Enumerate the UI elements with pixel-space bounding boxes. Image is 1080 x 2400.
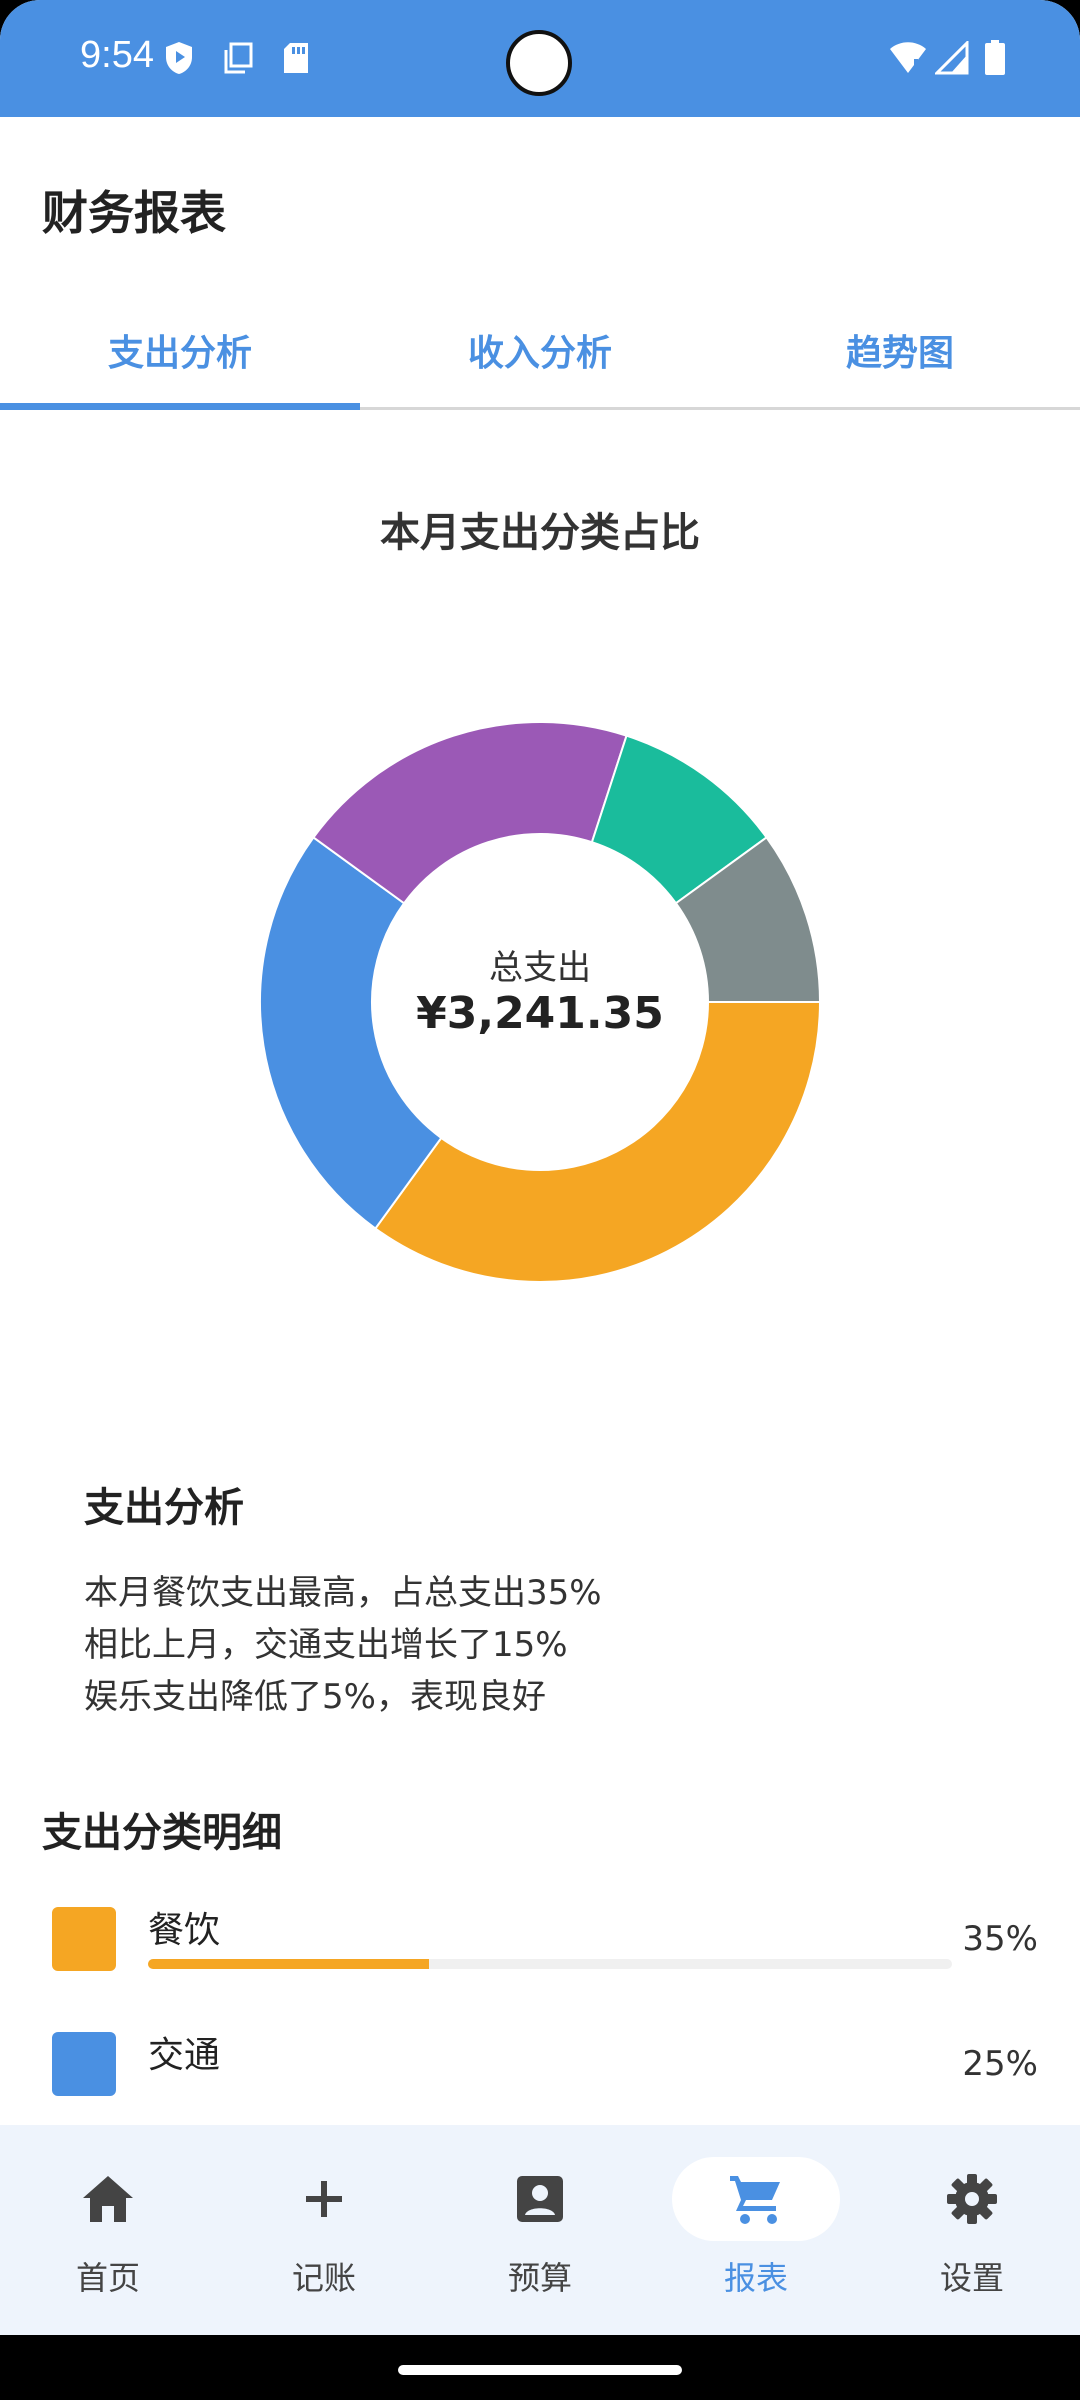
category-percent: 35% [962, 1919, 1038, 1959]
analysis-line-3: 娱乐支出降低了5%，表现良好 [84, 1677, 546, 1717]
nav-item-budget[interactable]: 预算 [432, 2125, 648, 2335]
home-icon [24, 2157, 192, 2241]
plus-icon [240, 2157, 408, 2241]
total-expense-label: 总支出 [489, 948, 591, 988]
account-box-icon [456, 2157, 624, 2241]
copy-icon [220, 38, 256, 78]
nav-item-settings[interactable]: 设置 [864, 2125, 1080, 2335]
category-name: 交通 [148, 2035, 221, 2076]
app-bar: 财务报表 [0, 117, 1080, 287]
analysis-line-2: 相比上月，交通支出增长了15% [84, 1625, 568, 1665]
camera-cutout [506, 30, 572, 96]
home-gesture-handle[interactable] [398, 2365, 682, 2375]
category-row-dining[interactable]: 餐饮 35% [52, 1907, 1038, 1971]
nav-label: 设置 [939, 2259, 1004, 2297]
sd-card-icon [280, 38, 312, 78]
category-swatch [52, 1907, 116, 1971]
nav-label: 报表 [723, 2259, 788, 2297]
gear-icon [888, 2157, 1056, 2241]
tab-bar: 支出分析 收入分析 趋势图 [0, 290, 1080, 410]
detail-title: 支出分类明细 [42, 1810, 282, 1856]
signal-icon [934, 38, 970, 78]
category-progress-track [148, 1959, 952, 1969]
page-title: 财务报表 [42, 186, 226, 240]
category-name: 餐饮 [148, 1910, 221, 1951]
category-row-transport[interactable]: 交通 25% [52, 2032, 1038, 2096]
donut-slice-1[interactable] [259, 836, 443, 1230]
nav-item-bookkeeping[interactable]: 记账 [216, 2125, 432, 2335]
nav-label: 记账 [291, 2259, 356, 2297]
donut-slice-0[interactable] [374, 1001, 822, 1283]
status-time: 9:54 [80, 34, 154, 76]
donut-chart [259, 721, 822, 1283]
tab-indicator [0, 403, 360, 410]
category-progress-fill [148, 1959, 430, 1969]
nav-label: 预算 [507, 2259, 572, 2297]
nav-label: 首页 [75, 2259, 140, 2297]
analysis-title: 支出分析 [84, 1485, 244, 1531]
shield-icon [162, 38, 196, 78]
tab-income-analysis[interactable]: 收入分析 [467, 333, 612, 374]
total-expense-value: ¥3,241.35 [416, 988, 664, 1039]
chart-title: 本月支出分类占比 [380, 510, 700, 556]
nav-item-home[interactable]: 首页 [0, 2125, 216, 2335]
analysis-section: 支出分析 本月餐饮支出最高，占总支出35% 相比上月，交通支出增长了15% 娱乐… [84, 1475, 984, 1723]
donut-slice-4[interactable] [674, 836, 822, 1003]
tab-trend-chart[interactable]: 趋势图 [845, 333, 954, 374]
analysis-line-1: 本月餐饮支出最高，占总支出35% [84, 1573, 602, 1613]
donut-slice-2[interactable] [312, 721, 628, 905]
category-swatch [52, 2032, 116, 2096]
bottom-navigation: 首页 记账 预算 报表 [0, 2125, 1080, 2335]
nav-item-reports[interactable]: 报表 [648, 2125, 864, 2335]
cart-icon [672, 2157, 840, 2241]
status-bar: 9:54 [0, 0, 1080, 117]
tab-expense-analysis[interactable]: 支出分析 [107, 333, 252, 374]
category-percent: 25% [962, 2044, 1038, 2084]
battery-icon [982, 38, 1008, 78]
wifi-icon [888, 38, 928, 78]
